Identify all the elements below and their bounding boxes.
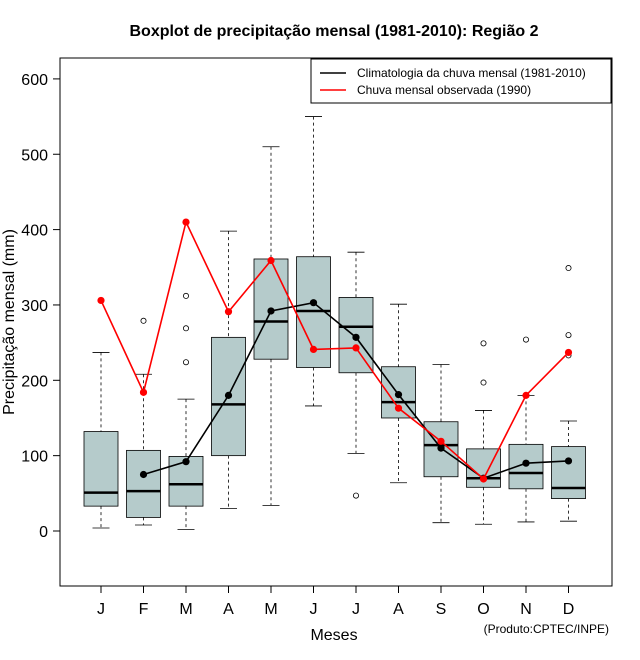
series-point bbox=[139, 470, 148, 479]
box-1 bbox=[83, 352, 119, 529]
box-iqr bbox=[551, 446, 586, 499]
series-point bbox=[437, 437, 445, 445]
series-point bbox=[182, 458, 190, 466]
outlier-point bbox=[480, 340, 487, 347]
box-iqr bbox=[126, 449, 161, 518]
series-point bbox=[437, 444, 445, 452]
plot-frame bbox=[59, 57, 613, 587]
legend-entry: Climatologia da chuva mensal (1981-2010) bbox=[357, 66, 586, 80]
series-point bbox=[522, 391, 530, 399]
y-tick-label: 600 bbox=[21, 72, 48, 89]
credit-text: (Produto:CPTEC/INPE) bbox=[484, 622, 609, 636]
box-iqr bbox=[83, 431, 119, 507]
outlier-point bbox=[140, 317, 147, 324]
x-tick-label: M bbox=[264, 601, 277, 618]
outlier-point bbox=[523, 336, 530, 343]
box-3 bbox=[168, 292, 204, 530]
series-point bbox=[352, 344, 360, 352]
series-point bbox=[267, 307, 275, 315]
series-climatology bbox=[139, 299, 573, 482]
series-point bbox=[394, 404, 403, 412]
series-point bbox=[97, 296, 105, 305]
outlier-point bbox=[352, 492, 359, 499]
legend: Climatologia da chuva mensal (1981-2010)… bbox=[310, 58, 612, 104]
x-tick-label: F bbox=[139, 601, 149, 618]
box-5 bbox=[253, 146, 289, 506]
series-point bbox=[309, 299, 318, 307]
chart-title: Boxplot de precipitação mensal (1981-201… bbox=[129, 23, 538, 40]
outlier-point bbox=[182, 292, 189, 299]
series-lines bbox=[97, 218, 573, 483]
series-point bbox=[394, 391, 403, 399]
y-axis: 0 100 200 300 400 500 600 bbox=[21, 72, 60, 541]
y-tick-label: 300 bbox=[21, 298, 48, 315]
x-tick-label: D bbox=[563, 601, 575, 618]
x-tick-label: N bbox=[520, 601, 532, 618]
outlier-point bbox=[480, 379, 487, 386]
y-tick-label: 100 bbox=[21, 449, 48, 466]
boxes-group bbox=[83, 116, 586, 530]
series-point bbox=[309, 345, 318, 354]
box-10 bbox=[466, 340, 501, 525]
y-axis-label: Precipitação mensal (mm) bbox=[1, 229, 18, 415]
x-tick-label: A bbox=[223, 601, 234, 618]
series-point bbox=[479, 475, 488, 483]
series-point bbox=[267, 256, 275, 265]
x-tick-label: J bbox=[97, 601, 105, 618]
series-point bbox=[564, 348, 573, 357]
series-observed-1990 bbox=[97, 218, 573, 483]
box-6 bbox=[296, 116, 331, 407]
box-7 bbox=[338, 251, 374, 499]
series-point bbox=[224, 391, 233, 399]
outlier-point bbox=[565, 332, 572, 339]
series-point bbox=[182, 218, 190, 226]
outlier-point bbox=[565, 265, 572, 272]
series-point bbox=[224, 308, 233, 316]
series-point bbox=[352, 333, 360, 341]
series-point bbox=[522, 459, 530, 467]
x-tick-label: J bbox=[310, 601, 318, 618]
y-tick-label: 400 bbox=[21, 223, 48, 240]
box-11 bbox=[508, 336, 544, 523]
legend-box bbox=[310, 58, 612, 104]
x-tick-label: J bbox=[352, 601, 360, 618]
box-2 bbox=[126, 317, 161, 526]
series-line bbox=[100, 219, 570, 481]
outlier-point bbox=[182, 359, 189, 366]
y-tick-label: 200 bbox=[21, 373, 48, 390]
outlier-point bbox=[182, 325, 189, 332]
series-point bbox=[139, 388, 148, 396]
y-tick-label: 0 bbox=[39, 524, 48, 541]
box-4 bbox=[211, 230, 246, 509]
x-tick-label: A bbox=[393, 601, 404, 618]
series-point bbox=[564, 457, 573, 465]
y-tick-label: 500 bbox=[21, 147, 48, 164]
x-axis-label: Meses bbox=[310, 627, 357, 644]
x-tick-label: S bbox=[436, 601, 447, 618]
x-tick-label: O bbox=[477, 601, 489, 618]
x-tick-label: M bbox=[179, 601, 192, 618]
box-12 bbox=[551, 265, 586, 522]
legend-entry: Chuva mensal observada (1990) bbox=[357, 83, 531, 97]
